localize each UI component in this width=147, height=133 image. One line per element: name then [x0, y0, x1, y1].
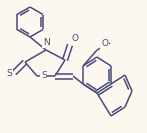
Text: S: S: [41, 72, 47, 80]
Text: O: O: [101, 39, 108, 48]
Text: N: N: [43, 38, 49, 47]
Text: O: O: [72, 34, 79, 43]
Text: S: S: [6, 68, 12, 78]
